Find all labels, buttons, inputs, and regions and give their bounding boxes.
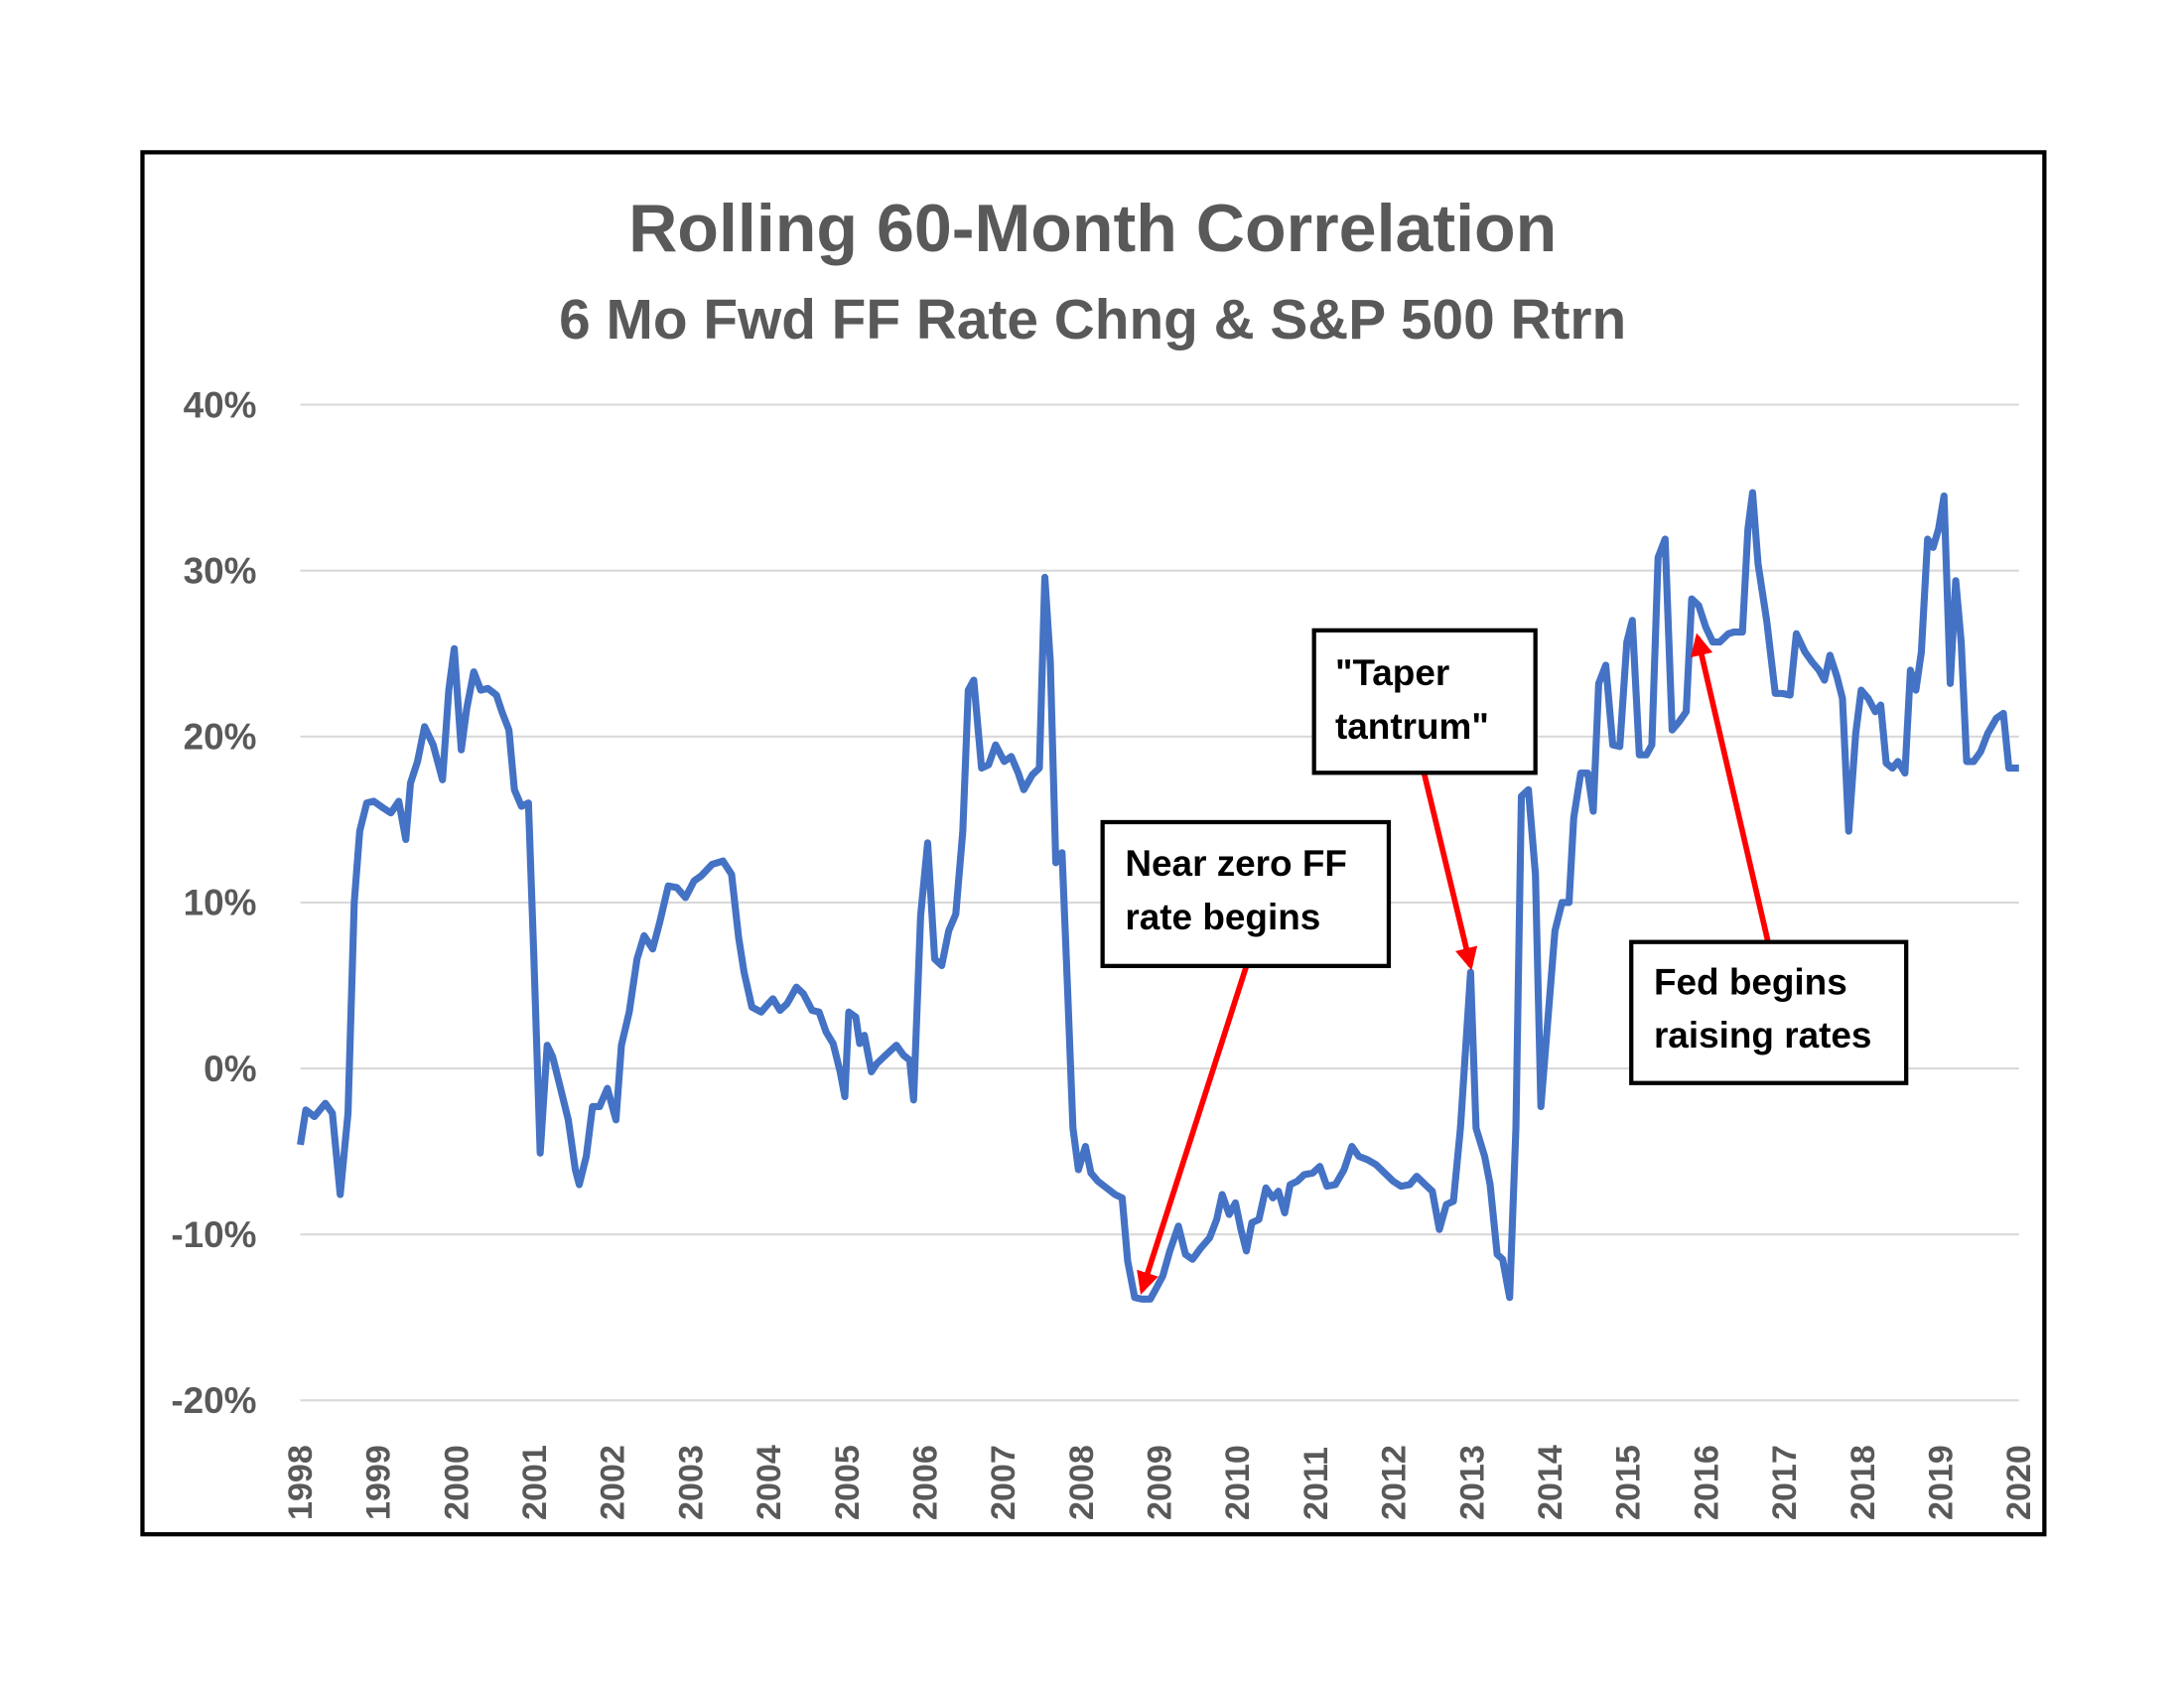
y-tick-label: -20%: [171, 1380, 256, 1421]
annotation-arrow: [1421, 772, 1478, 971]
x-tick-label: 2009: [1142, 1445, 1179, 1520]
annotation-text: Fed begins: [1654, 961, 1847, 1002]
x-tick-label: 2014: [1532, 1445, 1570, 1520]
x-tick-label: 1999: [360, 1445, 398, 1520]
chart-title: Rolling 60-Month Correlation: [628, 191, 1557, 266]
annotation-box: [1100, 819, 1392, 968]
x-tick-label: 1998: [282, 1445, 320, 1520]
annotation-box: [1311, 628, 1538, 775]
annotation-text: raising rates: [1654, 1015, 1872, 1055]
x-tick-label: 2008: [1063, 1445, 1101, 1520]
x-tick-label: 2000: [438, 1445, 476, 1520]
y-tick-label: 40%: [184, 384, 257, 425]
y-tick-label: 20%: [184, 717, 257, 758]
chart-frame: [140, 150, 2047, 1537]
x-tick-label: 2020: [2000, 1445, 2038, 1520]
x-tick-label: 2019: [1922, 1445, 1960, 1520]
chart-subtitle: 6 Mo Fwd FF Rate Chng & S&P 500 Rtrn: [559, 289, 1626, 352]
x-tick-label: 2005: [829, 1445, 867, 1520]
y-tick-label: 30%: [184, 550, 257, 591]
data-line: [297, 489, 2019, 1303]
x-tick-label: 2007: [985, 1445, 1023, 1520]
annotation-text: rate begins: [1125, 897, 1320, 937]
x-tick-label: 2017: [1766, 1445, 1804, 1520]
y-tick-label: 0%: [204, 1049, 256, 1089]
y-tick-label: 10%: [184, 883, 257, 923]
annotation-text: tantrum": [1335, 706, 1489, 747]
x-tick-label: 2012: [1376, 1445, 1414, 1520]
x-tick-label: 2003: [672, 1445, 710, 1520]
y-tick-label: -10%: [171, 1214, 256, 1255]
x-tick-label: 2018: [1844, 1445, 1882, 1520]
x-tick-label: 2006: [906, 1445, 944, 1520]
x-tick-label: 2004: [751, 1445, 788, 1520]
annotation-arrow: [1691, 633, 1771, 943]
annotation-text: Near zero FF: [1125, 843, 1347, 884]
x-tick-label: 2010: [1219, 1445, 1257, 1520]
x-tick-label: 2001: [516, 1445, 554, 1520]
annotation-text: "Taper: [1335, 652, 1449, 693]
x-tick-label: 2016: [1688, 1445, 1725, 1520]
annotation-box: [1629, 939, 1909, 1085]
annotation-arrow: [1137, 964, 1250, 1295]
x-tick-label: 2011: [1297, 1447, 1335, 1520]
x-tick-label: 2013: [1453, 1445, 1491, 1520]
x-tick-label: 2015: [1610, 1445, 1648, 1520]
x-tick-label: 2002: [595, 1445, 632, 1520]
